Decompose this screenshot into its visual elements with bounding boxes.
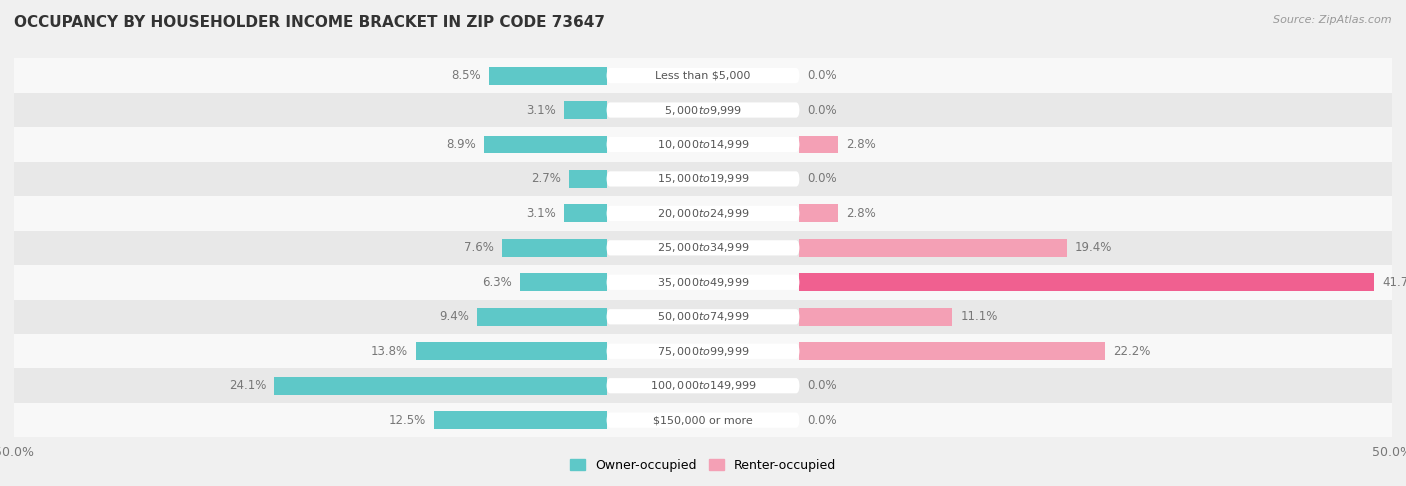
FancyBboxPatch shape (606, 68, 800, 83)
Bar (14, 231, 1392, 265)
Bar (14, 334, 1392, 368)
FancyBboxPatch shape (606, 309, 800, 324)
Text: 0.0%: 0.0% (807, 379, 838, 392)
FancyBboxPatch shape (606, 378, 800, 393)
Bar (14, 127, 1392, 162)
Bar (502, 239, 606, 257)
Bar (14, 93, 1392, 127)
FancyBboxPatch shape (606, 172, 800, 187)
Bar (800, 308, 952, 326)
Text: OCCUPANCY BY HOUSEHOLDER INCOME BRACKET IN ZIP CODE 73647: OCCUPANCY BY HOUSEHOLDER INCOME BRACKET … (14, 15, 605, 30)
Text: 12.5%: 12.5% (389, 414, 426, 427)
Text: 11.1%: 11.1% (960, 310, 998, 323)
Bar (800, 136, 838, 154)
FancyBboxPatch shape (606, 103, 800, 118)
Bar (14, 265, 1392, 299)
Text: 6.3%: 6.3% (482, 276, 512, 289)
Text: $50,000 to $74,999: $50,000 to $74,999 (657, 310, 749, 323)
Text: 22.2%: 22.2% (1114, 345, 1152, 358)
Text: $10,000 to $14,999: $10,000 to $14,999 (657, 138, 749, 151)
FancyBboxPatch shape (606, 413, 800, 428)
Text: 2.8%: 2.8% (846, 207, 876, 220)
Bar (477, 308, 606, 326)
Bar (274, 377, 606, 395)
Text: $35,000 to $49,999: $35,000 to $49,999 (657, 276, 749, 289)
Text: $25,000 to $34,999: $25,000 to $34,999 (657, 242, 749, 254)
Bar (564, 101, 606, 119)
FancyBboxPatch shape (606, 240, 800, 256)
Text: 0.0%: 0.0% (807, 173, 838, 186)
Text: 41.7%: 41.7% (1382, 276, 1406, 289)
Text: 0.0%: 0.0% (807, 414, 838, 427)
Bar (14, 368, 1392, 403)
Bar (14, 299, 1392, 334)
Bar (14, 162, 1392, 196)
FancyBboxPatch shape (606, 137, 800, 152)
Bar (484, 136, 606, 154)
Text: 0.0%: 0.0% (807, 104, 838, 117)
FancyBboxPatch shape (606, 275, 800, 290)
Text: 8.9%: 8.9% (446, 138, 475, 151)
Text: 3.1%: 3.1% (526, 207, 555, 220)
Bar (434, 411, 606, 429)
Bar (14, 196, 1392, 231)
Text: $150,000 or more: $150,000 or more (654, 415, 752, 425)
Text: $75,000 to $99,999: $75,000 to $99,999 (657, 345, 749, 358)
Bar (564, 205, 606, 223)
Legend: Owner-occupied, Renter-occupied: Owner-occupied, Renter-occupied (565, 453, 841, 477)
Text: 24.1%: 24.1% (229, 379, 266, 392)
Bar (14, 403, 1392, 437)
Bar (14, 58, 1392, 93)
Text: Source: ZipAtlas.com: Source: ZipAtlas.com (1274, 15, 1392, 25)
Bar (800, 342, 1105, 360)
Text: 9.4%: 9.4% (439, 310, 468, 323)
Bar (416, 342, 606, 360)
Bar (489, 67, 606, 85)
Text: 7.6%: 7.6% (464, 242, 494, 254)
Bar (800, 273, 1374, 291)
Text: $100,000 to $149,999: $100,000 to $149,999 (650, 379, 756, 392)
Bar (800, 205, 838, 223)
Text: $15,000 to $19,999: $15,000 to $19,999 (657, 173, 749, 186)
Text: Less than $5,000: Less than $5,000 (655, 70, 751, 81)
FancyBboxPatch shape (606, 206, 800, 221)
FancyBboxPatch shape (606, 344, 800, 359)
Text: 0.0%: 0.0% (807, 69, 838, 82)
Bar (520, 273, 606, 291)
Text: $20,000 to $24,999: $20,000 to $24,999 (657, 207, 749, 220)
Text: 8.5%: 8.5% (451, 69, 481, 82)
Text: $5,000 to $9,999: $5,000 to $9,999 (664, 104, 742, 117)
Text: 19.4%: 19.4% (1076, 242, 1112, 254)
Text: 2.8%: 2.8% (846, 138, 876, 151)
Text: 2.7%: 2.7% (531, 173, 561, 186)
Bar (569, 170, 606, 188)
Bar (800, 239, 1067, 257)
Text: 13.8%: 13.8% (371, 345, 408, 358)
Text: 3.1%: 3.1% (526, 104, 555, 117)
